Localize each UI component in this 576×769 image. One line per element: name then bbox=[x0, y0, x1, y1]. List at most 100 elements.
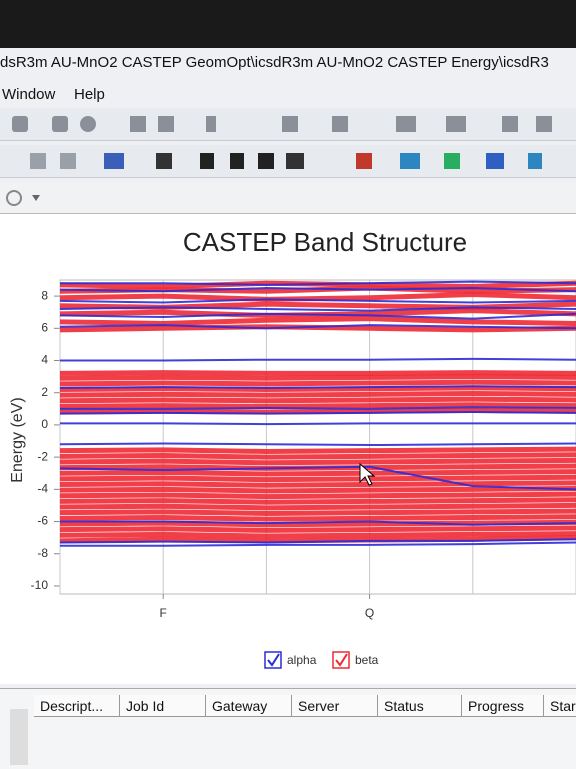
toolbar-icon[interactable] bbox=[80, 116, 96, 132]
toolbar-icon[interactable] bbox=[536, 116, 552, 132]
band-line bbox=[59, 486, 576, 494]
column-header[interactable]: Star bbox=[544, 695, 576, 717]
dropdown-arrow[interactable] bbox=[32, 195, 40, 201]
band-line bbox=[59, 474, 576, 483]
band-line bbox=[59, 407, 576, 415]
menu-item[interactable]: Help bbox=[74, 86, 105, 103]
toolbar-icon[interactable] bbox=[444, 153, 460, 169]
column-header[interactable]: Descript... bbox=[34, 695, 120, 717]
band-line bbox=[60, 357, 576, 362]
band-line bbox=[59, 385, 576, 389]
y-tick-label: 8 bbox=[41, 288, 48, 302]
column-header[interactable]: Job Id bbox=[120, 695, 206, 717]
chart-title: CASTEP Band Structure bbox=[183, 227, 467, 257]
toolbar-icon[interactable] bbox=[230, 153, 244, 169]
toolbar bbox=[0, 108, 576, 141]
y-tick-label: 0 bbox=[41, 417, 48, 431]
toolbar bbox=[0, 182, 576, 215]
toolbar-icon[interactable] bbox=[528, 153, 542, 169]
band-line bbox=[59, 391, 576, 398]
y-tick-label: -4 bbox=[37, 482, 48, 496]
toolbar-icon-group bbox=[12, 116, 552, 132]
toolbar-icon[interactable] bbox=[446, 116, 466, 132]
toolbar-icon[interactable] bbox=[30, 153, 46, 169]
y-tick-label: 4 bbox=[41, 353, 48, 367]
toolbar-icons bbox=[6, 190, 40, 206]
y-tick-label: 6 bbox=[41, 320, 48, 334]
band-line bbox=[59, 312, 576, 320]
band-line bbox=[59, 480, 576, 488]
band-line bbox=[60, 541, 576, 547]
toolbar-icon[interactable] bbox=[156, 153, 172, 169]
toolbar-icon[interactable] bbox=[6, 190, 22, 206]
toolbar-icon[interactable] bbox=[200, 153, 214, 169]
scrollbar[interactable] bbox=[10, 709, 28, 765]
toolbar-icon[interactable] bbox=[400, 153, 420, 169]
band-line bbox=[59, 508, 576, 516]
band-line bbox=[59, 385, 576, 392]
band-line bbox=[60, 406, 576, 410]
toolbar-icon[interactable] bbox=[282, 116, 298, 132]
y-tick-label: -8 bbox=[37, 546, 48, 560]
application-window: dsR3m AU-MnO2 CASTEP GeomOpt\icsdR3m AU-… bbox=[0, 48, 576, 769]
y-tick-label: -10 bbox=[31, 578, 49, 592]
window-title: dsR3m AU-MnO2 CASTEP GeomOpt\icsdR3m AU-… bbox=[0, 54, 549, 71]
toolbar-icon[interactable] bbox=[486, 153, 504, 169]
toolbar-icon[interactable] bbox=[12, 116, 28, 132]
band-line bbox=[59, 469, 576, 477]
toolbar-icon[interactable] bbox=[258, 153, 274, 169]
toolbar-icon[interactable] bbox=[286, 153, 304, 169]
menu-item[interactable]: Window bbox=[2, 86, 56, 103]
toolbar-icon[interactable] bbox=[332, 116, 348, 132]
column-header[interactable]: Gateway bbox=[206, 695, 292, 717]
toolbar-icon[interactable] bbox=[130, 116, 146, 132]
band-line bbox=[59, 396, 576, 404]
band-line bbox=[59, 514, 576, 522]
column-header[interactable]: Status bbox=[378, 695, 462, 717]
band-line bbox=[59, 402, 576, 409]
legend-check bbox=[267, 653, 280, 667]
toolbar-icon[interactable] bbox=[502, 116, 518, 132]
toolbar-icon[interactable] bbox=[52, 116, 68, 132]
y-tick-label: -2 bbox=[37, 449, 48, 463]
y-tick-label: -6 bbox=[37, 514, 48, 528]
legend-label: beta bbox=[355, 653, 379, 667]
toolbar-icons bbox=[12, 116, 552, 132]
legend-label: alpha bbox=[287, 653, 317, 667]
y-tick-label: 2 bbox=[41, 385, 48, 399]
toolbar-icon[interactable] bbox=[206, 116, 216, 132]
band-line bbox=[59, 525, 576, 533]
band-line bbox=[59, 370, 576, 376]
band-line bbox=[60, 520, 576, 526]
chart-panel: CASTEP Band Structure Energy (eV) -10 -8 -… bbox=[0, 213, 576, 684]
x-tick-label: F bbox=[160, 606, 167, 620]
band-line bbox=[59, 457, 576, 466]
band-line bbox=[59, 502, 576, 511]
column-header[interactable]: Server bbox=[292, 695, 378, 717]
band-line bbox=[59, 324, 576, 330]
band-line bbox=[59, 442, 576, 447]
band-line bbox=[59, 306, 576, 312]
toolbar-icon[interactable] bbox=[158, 116, 174, 132]
band-line bbox=[60, 422, 576, 426]
toolbar-icon[interactable] bbox=[104, 153, 124, 169]
band-line bbox=[59, 465, 576, 491]
jobs-table: Descript... Job Id Gateway Server Status… bbox=[0, 688, 576, 769]
band-line bbox=[59, 446, 576, 454]
legend-check bbox=[335, 653, 348, 667]
band-line bbox=[59, 379, 576, 387]
band-line bbox=[60, 280, 576, 286]
band-line bbox=[59, 491, 576, 500]
toolbar bbox=[0, 145, 576, 178]
band-line bbox=[59, 538, 576, 544]
y-axis-label: Energy (eV) bbox=[9, 397, 26, 482]
toolbar-icon[interactable] bbox=[60, 153, 76, 169]
band-line bbox=[59, 287, 576, 293]
band-line bbox=[59, 531, 576, 539]
toolbar-icon[interactable] bbox=[356, 153, 372, 169]
band-line bbox=[59, 411, 576, 415]
toolbar-icon[interactable] bbox=[396, 116, 416, 132]
toolbar-icons bbox=[30, 153, 542, 169]
column-header[interactable]: Progress bbox=[462, 695, 544, 717]
